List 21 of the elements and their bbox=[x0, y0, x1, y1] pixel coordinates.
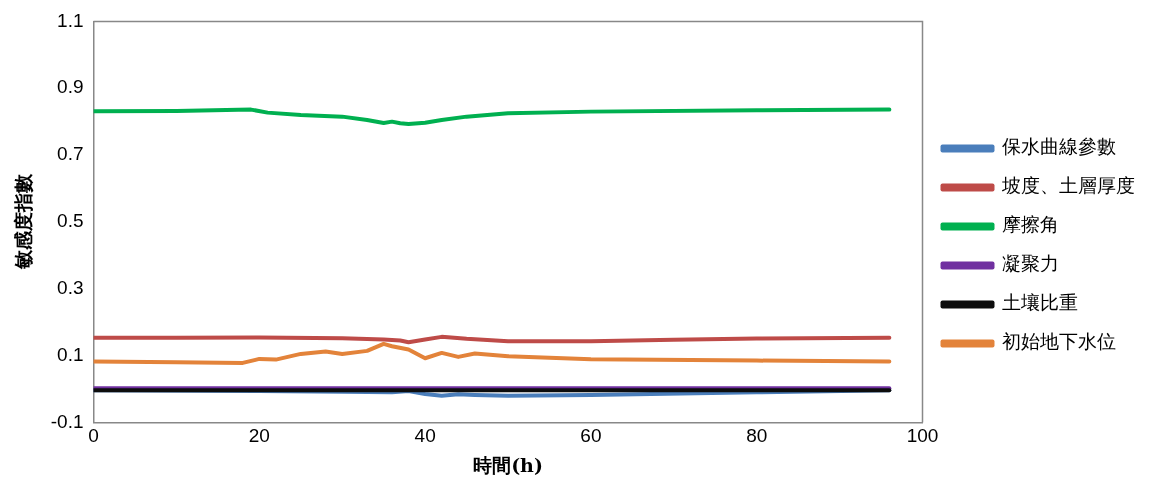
x-tick-label: 0 bbox=[88, 425, 99, 447]
x-axis-title: 時間(h) bbox=[473, 453, 543, 476]
y-tick-label: 0.7 bbox=[57, 143, 84, 165]
y-axis-title: 敏感度指數 bbox=[12, 173, 35, 271]
legend-label: 摩擦角 bbox=[1002, 213, 1059, 236]
y-tick-label: 0.9 bbox=[57, 76, 84, 98]
legend-label: 凝聚力 bbox=[1002, 252, 1059, 275]
x-tick-label: 60 bbox=[580, 425, 602, 447]
y-tick-label: 0.5 bbox=[57, 210, 84, 232]
x-tick-label: 80 bbox=[746, 425, 768, 447]
x-tick-label: 20 bbox=[248, 425, 270, 447]
x-tick-label: 40 bbox=[414, 425, 436, 447]
y-tick-label: -0.1 bbox=[50, 410, 84, 432]
y-tick-label: 0.3 bbox=[57, 276, 84, 298]
x-tick-label: 100 bbox=[906, 425, 939, 447]
y-tick-label: 1.1 bbox=[57, 9, 84, 31]
legend-label: 坡度、土層厚度 bbox=[1001, 174, 1135, 197]
legend-label: 土壤比重 bbox=[1002, 291, 1078, 314]
legend-label: 初始地下水位 bbox=[1002, 330, 1116, 353]
y-tick-label: 0.1 bbox=[57, 343, 84, 365]
legend-label: 保水曲線參數 bbox=[1002, 135, 1116, 158]
